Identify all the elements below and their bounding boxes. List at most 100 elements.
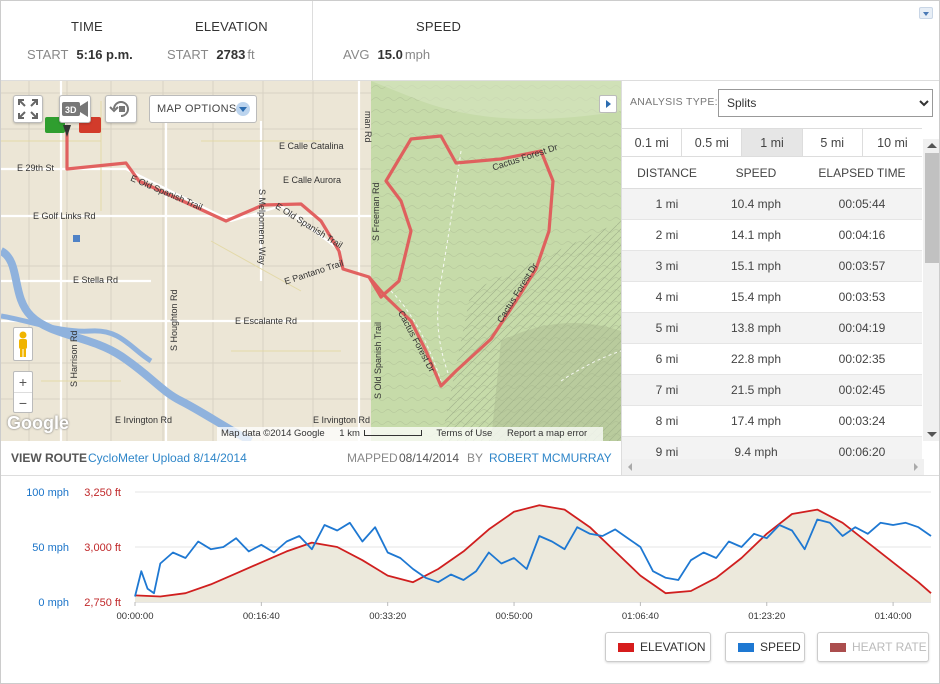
splits-table-header: DISTANCE SPEED ELAPSED TIME (622, 157, 922, 189)
time-start-label: START (27, 47, 69, 62)
x-axis-tick-label: 01:23:20 (748, 611, 785, 622)
splits-row[interactable]: 4 mi 15.4 mph 00:03:53 (622, 282, 922, 313)
terms-link[interactable]: Terms of Use (436, 428, 493, 439)
legend-elevation-toggle[interactable]: ELEVATION (605, 632, 711, 662)
split-speed: 21.5 mph (730, 383, 782, 397)
speed-avg-label: AVG (343, 47, 370, 62)
split-speed: 10.4 mph (730, 197, 782, 211)
mapped-label: MAPPED (347, 451, 398, 465)
split-elapsed-time: 00:03:24 (838, 414, 886, 428)
split-speed: 14.1 mph (730, 228, 782, 242)
split-elapsed-time: 00:05:44 (838, 197, 886, 211)
interval-tab-active[interactable]: 1 mi (742, 129, 803, 156)
split-speed: 9.4 mph (734, 445, 778, 459)
splits-table-body: 1 mi 10.4 mph 00:05:44 2 mi 14.1 mph 00:04:16… (622, 189, 922, 459)
scroll-right-icon[interactable] (914, 463, 918, 471)
view-route-label: VIEW ROUTE (11, 451, 88, 465)
split-distance: 3 mi (655, 259, 679, 273)
column-header-speed: SPEED (735, 166, 777, 180)
map-data-credit: Map data ©2014 Google (221, 428, 325, 439)
rotate-map-button[interactable] (105, 95, 137, 123)
scrollbar-thumb[interactable] (925, 153, 939, 263)
elevation-start-value: 2783 (216, 47, 246, 62)
split-distance: 9 mi (655, 445, 679, 459)
street-view-pegman[interactable] (13, 327, 33, 361)
street-label: S Old Spanish Trail (373, 321, 383, 399)
collapse-stats-button[interactable] (919, 7, 933, 19)
left-axis-tick-label: 0 mph (38, 597, 69, 609)
route-map[interactable]: E 29th St E Calle Catalina E Calle Auror… (1, 81, 621, 441)
street-label: S Houghton Rd (169, 289, 179, 351)
split-speed: 15.1 mph (730, 259, 782, 273)
fullscreen-icon (18, 99, 38, 119)
x-axis-tick-label: 00:00:00 (117, 611, 154, 622)
interval-tab[interactable]: 0.1 mi (622, 129, 683, 156)
stats-divider (312, 1, 313, 81)
street-label: E Irvington Rd (115, 415, 173, 425)
fullscreen-button[interactable] (13, 95, 43, 123)
table-horizontal-scrollbar[interactable] (622, 459, 924, 475)
street-label: E Stella Rd (73, 275, 119, 285)
elevation-heading: ELEVATION (195, 19, 268, 34)
by-label: BY (467, 451, 484, 465)
left-axis-tick-label: 100 mph (26, 487, 69, 499)
splits-row[interactable]: 2 mi 14.1 mph 00:04:16 (622, 220, 922, 251)
splits-row[interactable]: 6 mi 22.8 mph 00:02:35 (622, 344, 922, 375)
split-elapsed-time: 00:03:53 (838, 290, 886, 304)
chart-canvas[interactable]: 0 mph 50 mph 100 mph 2,750 ft 3,000 ft 3,250 … (1, 476, 940, 626)
splits-row[interactable]: 9 mi 9.4 mph 00:06:20 (622, 437, 922, 459)
route-name-link[interactable]: CycloMeter Upload 8/14/2014 (88, 451, 247, 465)
splits-row[interactable]: 5 mi 13.8 mph 00:04:19 (622, 313, 922, 344)
split-distance: 4 mi (655, 290, 679, 304)
camera-3d-icon: 3D (62, 101, 88, 117)
x-axis-tick-label: 00:50:00 (496, 611, 533, 622)
stats-header: TIME START 5:16 p.m. ELEVATION START 2783 f… (1, 1, 939, 81)
splits-row[interactable]: 8 mi 17.4 mph 00:03:24 (622, 406, 922, 437)
mapped-date: 08/14/2014 (399, 451, 460, 465)
split-elapsed-time: 00:02:45 (838, 383, 886, 397)
splits-row[interactable]: 7 mi 21.5 mph 00:02:45 (622, 375, 922, 406)
column-header-distance: DISTANCE (637, 166, 697, 180)
zoom-out-button[interactable]: − (14, 392, 32, 413)
table-vertical-scrollbar[interactable] (923, 139, 939, 441)
elevation-swatch (618, 643, 634, 652)
time-start-value: 5:16 p.m. (76, 47, 133, 62)
split-elapsed-time: 00:04:16 (838, 228, 886, 242)
3d-view-button[interactable]: 3D (59, 95, 91, 123)
legend-heart-rate-toggle[interactable]: HEART RATE (817, 632, 929, 662)
split-speed: 15.4 mph (730, 290, 782, 304)
split-speed: 13.8 mph (730, 321, 782, 335)
pegman-icon (19, 331, 27, 357)
map-attribution: Map data ©2014 Google 1 km Terms of Use … (217, 427, 604, 441)
zoom-in-button[interactable]: + (18, 374, 28, 390)
legend-elevation-label: ELEVATION (640, 640, 706, 654)
interval-tab[interactable]: 10 mi (877, 136, 908, 150)
splits-row[interactable]: 1 mi 10.4 mph 00:05:44 (622, 189, 922, 220)
analysis-panel: ANALYSIS TYPE: Splits 0.1 mi 0.5 mi 1 mi… (621, 81, 939, 475)
chevron-down-icon (236, 102, 250, 116)
legend-heart-rate-label: HEART RATE (852, 640, 927, 654)
scroll-left-icon[interactable] (628, 463, 632, 471)
elevation-line (134, 504, 932, 598)
split-elapsed-time: 00:06:20 (838, 445, 886, 459)
scroll-up-icon[interactable] (927, 143, 937, 148)
analysis-type-select[interactable]: Splits (718, 89, 933, 117)
split-distance: 7 mi (655, 383, 679, 397)
split-distance: 6 mi (655, 352, 679, 366)
splits-row[interactable]: 3 mi 15.1 mph 00:03:57 (622, 251, 922, 282)
street-label: S Harrison Rd (69, 330, 79, 387)
report-error-link[interactable]: Report a map error (506, 428, 588, 439)
map-options-dropdown[interactable]: MAP OPTIONS (149, 95, 257, 123)
split-elapsed-time: 00:02:35 (838, 352, 886, 366)
author-link[interactable]: ROBERT MCMURRAY (489, 451, 612, 465)
legend-speed-toggle[interactable]: SPEED (725, 632, 805, 662)
legend-speed-label: SPEED (760, 640, 801, 654)
street-label: S Melpomene Way (257, 189, 267, 265)
interval-tab[interactable]: 5 mi (803, 129, 863, 156)
scroll-down-icon[interactable] (927, 432, 937, 437)
split-elapsed-time: 00:04:19 (838, 321, 886, 335)
time-start: START 5:16 p.m. (27, 47, 133, 62)
expand-panel-button[interactable] (599, 95, 617, 113)
interval-tab[interactable]: 0.5 mi (682, 129, 743, 156)
